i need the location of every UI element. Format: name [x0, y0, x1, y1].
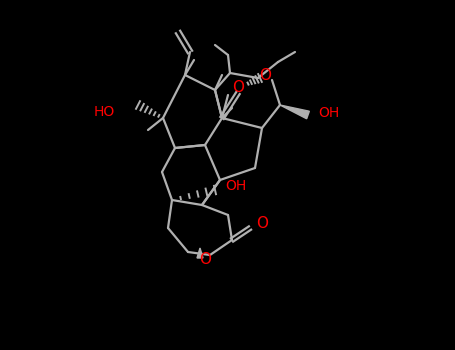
Text: O: O — [199, 252, 211, 267]
Polygon shape — [280, 105, 309, 119]
Text: HO: HO — [94, 105, 115, 119]
Text: OH: OH — [225, 179, 246, 193]
Polygon shape — [197, 248, 203, 258]
Text: O: O — [232, 80, 244, 96]
Text: O: O — [259, 68, 271, 83]
Text: OH: OH — [318, 106, 339, 120]
Text: O: O — [256, 216, 268, 231]
